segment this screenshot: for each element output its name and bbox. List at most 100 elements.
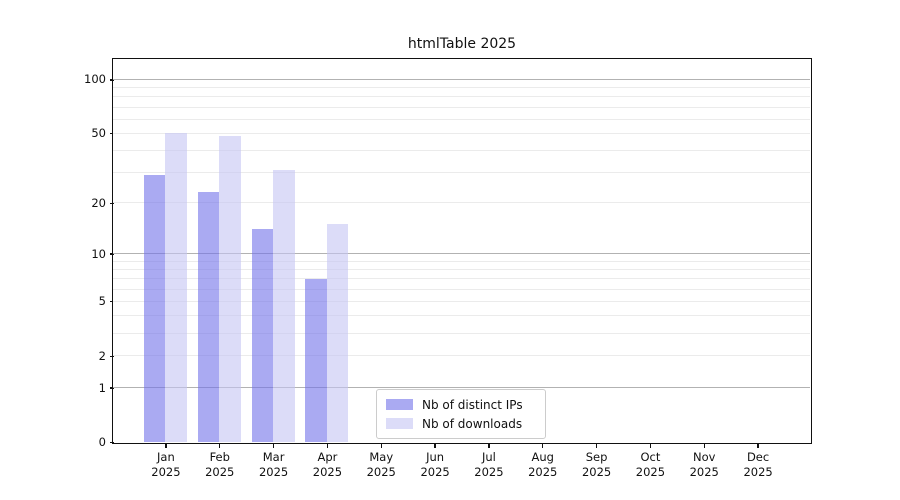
legend-swatch-downloads — [386, 418, 413, 429]
x-tick-year: 2025 — [743, 465, 773, 479]
x-tick-label-jan: Jan 2025 — [139, 450, 193, 480]
gridline-70 — [113, 106, 810, 108]
bar-mar-nb-of-downloads — [273, 169, 295, 442]
y-tick-10 — [109, 253, 114, 255]
x-tick-jul — [488, 444, 490, 448]
gridline-9 — [113, 260, 810, 262]
y-tick-label-5: 5 — [98, 294, 106, 309]
x-tick-jun — [434, 444, 436, 448]
y-tick-50 — [109, 132, 114, 135]
x-tick-nov — [703, 444, 705, 448]
x-tick-label-may: May 2025 — [354, 450, 408, 480]
legend-item-downloads: Nb of downloads — [386, 414, 536, 433]
x-tick-year: 2025 — [474, 465, 504, 479]
gridline-8 — [113, 268, 810, 270]
gridline-30 — [113, 171, 810, 173]
x-tick-month: Aug — [531, 450, 554, 464]
x-tick-year: 2025 — [581, 465, 612, 479]
x-tick-month: Dec — [746, 450, 770, 464]
x-tick-may — [380, 444, 382, 448]
x-tick-year: 2025 — [635, 465, 666, 479]
x-tick-apr — [326, 444, 329, 448]
gridline-4 — [113, 315, 810, 317]
y-tick-0 — [109, 441, 114, 444]
bar-apr-nb-of-downloads — [326, 224, 349, 442]
gridline-20 — [113, 202, 810, 204]
x-tick-year: 2025 — [528, 465, 558, 479]
x-tick-month: Mar — [262, 450, 285, 464]
y-tick-label-50: 50 — [91, 126, 106, 141]
bar-mar-nb-of-distinct-ips — [251, 229, 274, 442]
gridline-5 — [113, 300, 810, 302]
x-tick-year: 2025 — [366, 465, 396, 479]
x-tick-month: Apr — [317, 450, 338, 464]
x-tick-mar — [272, 444, 275, 448]
x-tick-month: Jul — [481, 450, 496, 464]
x-tick-month: Oct — [640, 450, 661, 464]
x-tick-year: 2025 — [205, 465, 235, 479]
x-tick-month: Sep — [585, 450, 608, 464]
bar-jan-nb-of-downloads — [165, 133, 187, 442]
gridline-60 — [113, 118, 810, 120]
bar-jan-nb-of-distinct-ips — [143, 174, 166, 442]
x-tick-year: 2025 — [151, 465, 181, 479]
legend-item-distinct-ips: Nb of distinct IPs — [386, 395, 536, 414]
gridline-1 — [113, 386, 810, 389]
bar-apr-nb-of-distinct-ips — [305, 278, 327, 442]
y-tick-label-2: 2 — [98, 348, 106, 363]
gridline-10 — [113, 253, 810, 255]
y-tick-1 — [109, 387, 114, 389]
gridline-50 — [113, 132, 810, 134]
gridline-100 — [113, 78, 810, 81]
gridline-40 — [113, 149, 810, 151]
gridline-80 — [113, 96, 810, 98]
x-tick-label-aug: Aug 2025 — [516, 450, 570, 480]
x-tick-label-jul: Jul 2025 — [462, 450, 516, 480]
x-tick-year: 2025 — [258, 465, 289, 479]
x-tick-year: 2025 — [420, 465, 450, 479]
x-tick-label-feb: Feb 2025 — [193, 450, 247, 480]
plot-area: Nb of distinct IPs Nb of downloads — [112, 58, 812, 444]
gridline-3 — [113, 332, 810, 334]
x-tick-label-sep: Sep 2025 — [570, 450, 624, 480]
x-tick-label-jun: Jun 2025 — [408, 450, 462, 480]
y-tick-100 — [109, 79, 114, 81]
legend-label-downloads: Nb of downloads — [422, 416, 523, 431]
gridline-2 — [113, 355, 810, 357]
x-tick-label-oct: Oct 2025 — [623, 450, 677, 480]
y-tick-20 — [109, 202, 114, 204]
x-tick-label-apr: Apr 2025 — [300, 450, 354, 480]
y-tick-label-1: 1 — [98, 380, 106, 395]
x-tick-month: May — [369, 450, 394, 464]
legend: Nb of distinct IPs Nb of downloads — [376, 389, 546, 439]
gridline-6 — [113, 288, 810, 290]
gridline-90 — [113, 87, 810, 89]
x-tick-year: 2025 — [689, 465, 719, 479]
x-tick-month: Jun — [426, 450, 445, 464]
x-tick-month: Feb — [209, 450, 230, 464]
x-tick-feb — [219, 444, 221, 448]
legend-swatch-distinct-ips — [386, 399, 413, 410]
y-tick-5 — [109, 301, 114, 303]
bar-feb-nb-of-distinct-ips — [197, 192, 220, 442]
x-tick-sep — [595, 444, 598, 448]
x-tick-label-dec: Dec 2025 — [731, 450, 785, 480]
y-tick-label-0: 0 — [98, 435, 106, 449]
y-tick-label-100: 100 — [84, 72, 106, 87]
x-tick-month: Nov — [693, 450, 716, 464]
y-tick-2 — [109, 355, 114, 357]
x-tick-aug — [542, 444, 544, 448]
x-tick-month: Jan — [157, 450, 175, 464]
gridline-7 — [113, 278, 810, 280]
x-tick-year: 2025 — [312, 465, 343, 479]
x-tick-dec — [757, 444, 759, 448]
y-tick-label-20: 20 — [91, 195, 106, 210]
bar-feb-nb-of-downloads — [219, 136, 241, 442]
chart-title: htmlTable 2025 — [407, 36, 517, 52]
legend-label-distinct-ips: Nb of distinct IPs — [422, 397, 523, 412]
x-tick-jan — [165, 444, 167, 448]
x-tick-oct — [649, 444, 652, 448]
y-tick-label-10: 10 — [91, 246, 106, 261]
x-tick-label-mar: Mar 2025 — [247, 450, 301, 480]
